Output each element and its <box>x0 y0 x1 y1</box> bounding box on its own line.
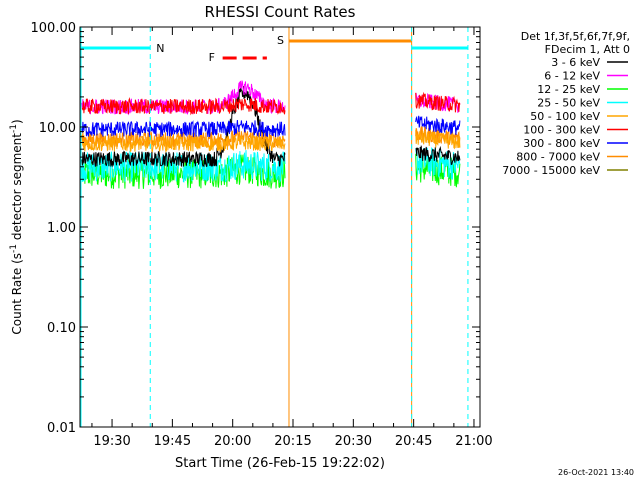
y-tick-label: 0.10 <box>47 321 76 336</box>
x-tick-label: 19:30 <box>93 434 130 449</box>
legend-entry: 3 - 6 keV <box>551 56 600 69</box>
legend-header: Det 1f,3f,5f,6f,7f,9f, <box>521 30 630 43</box>
timestamp: 26-Oct-2021 13:40 <box>558 468 634 477</box>
x-tick-label: 21:00 <box>455 434 492 449</box>
legend-entry: 300 - 800 keV <box>523 137 600 150</box>
data-layer <box>81 80 461 189</box>
x-tick-label: 20:30 <box>335 434 372 449</box>
chart-title: RHESSI Count Rates <box>205 3 356 21</box>
axis-layer: 19:30 19:45 20:00 20:15 20:30 20:45 21:00 0.01 0… <box>31 21 493 449</box>
flare-label: F <box>209 51 215 64</box>
x-tick-label: 19:45 <box>154 434 191 449</box>
legend: Det 1f,3f,5f,6f,7f,9f,FDecim 1, Att 03 -… <box>502 30 630 177</box>
series-trace <box>81 97 286 116</box>
x-tick-label: 20:00 <box>214 434 251 449</box>
series-trace <box>81 150 286 184</box>
x-tick-label: 20:45 <box>395 434 432 449</box>
y-tick-label: 0.01 <box>47 421 76 436</box>
legend-entry: 7000 - 15000 keV <box>502 164 600 177</box>
legend-entry: 800 - 7000 keV <box>516 151 600 164</box>
legend-entry: 100 - 300 keV <box>523 124 600 137</box>
y-axis-label: Count Rate (s-1 detector segment-1) <box>9 119 24 334</box>
series-trace <box>415 91 461 113</box>
series-trace <box>415 115 461 136</box>
series-trace <box>81 134 286 153</box>
saa-label: S <box>277 34 284 47</box>
y-tick-label: 10.00 <box>39 121 76 136</box>
legend-entry: 6 - 12 keV <box>544 70 600 83</box>
y-tick-label: 1.00 <box>47 221 76 236</box>
x-tick-label: 20:15 <box>274 434 311 449</box>
series-trace <box>81 120 286 138</box>
legend-entry: 12 - 25 keV <box>537 83 600 96</box>
plot-frame <box>79 26 481 428</box>
legend-entry: 25 - 50 keV <box>537 97 600 110</box>
legend-header: FDecim 1, Att 0 <box>545 43 630 56</box>
night-label: N <box>156 42 164 55</box>
legend-entry: 50 - 100 keV <box>530 110 600 123</box>
series-trace <box>415 129 461 150</box>
y-tick-label: 100.00 <box>31 21 77 36</box>
series-trace <box>415 145 461 166</box>
annotation-layer: N S F <box>80 27 469 427</box>
x-axis-label: Start Time (26-Feb-15 19:22:02) <box>175 456 385 471</box>
